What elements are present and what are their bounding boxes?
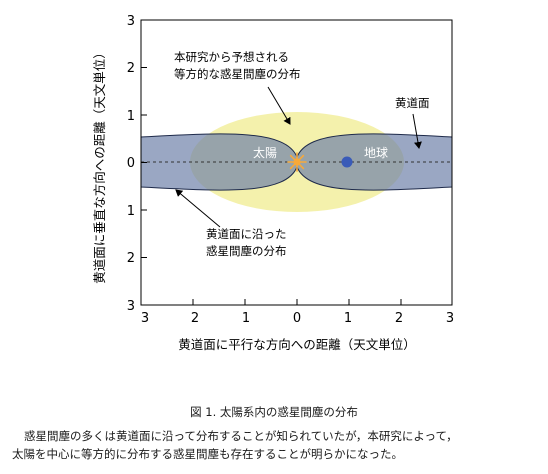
x-tick-label: 0 — [293, 311, 301, 326]
x-tick-label: 3 — [446, 311, 454, 326]
x-axis-label: 黄道面に平行な方向への距離（天文単位） — [178, 337, 416, 352]
axis-ticks — [140, 19, 453, 306]
earth-icon — [341, 156, 353, 168]
x-tick-label: 2 — [191, 311, 199, 326]
body-line-1: 惑星間塵の多くは黄道面に沿って分布することが知られていたが，本研究によって， — [24, 429, 458, 443]
isotropic-label-line1: 本研究から予想される — [174, 50, 289, 64]
earth-label: 地球 — [364, 146, 388, 160]
y-tick-label: 3 — [127, 299, 135, 314]
along-ecliptic-label-line1: 黄道面に沿った — [206, 227, 287, 241]
y-tick-label: 0 — [127, 156, 135, 171]
x-tick-label: 2 — [395, 311, 403, 326]
y-tick-label: 2 — [127, 251, 135, 266]
y-tick-label: 1 — [127, 109, 135, 124]
y-tick-label: 2 — [127, 61, 135, 76]
sun-label: 太陽 — [253, 145, 277, 160]
y-axis-label: 黄道面に垂直な方向への距離（天文単位） — [92, 46, 107, 284]
ecliptic-plane-label: 黄道面 — [395, 96, 430, 110]
body-text: 惑星間塵の多くは黄道面に沿って分布することが知られていたが，本研究によって， 太… — [12, 427, 546, 463]
body-line-2: 太陽を中心に等方的に分布する惑星間塵も存在することが明らかになった。 — [12, 447, 403, 461]
x-tick-label: 3 — [141, 311, 149, 326]
x-tick-label: 1 — [242, 311, 250, 326]
y-tick-label: 3 — [127, 14, 135, 29]
x-tick-label: 1 — [344, 311, 352, 326]
sun-icon — [287, 152, 307, 172]
y-tick-label: 1 — [127, 204, 135, 219]
figure-caption: 図 1. 太陽系内の惑星間塵の分布 — [190, 405, 358, 419]
dust-distribution-diagram: 3 2 1 0 1 2 3 3 2 1 0 1 2 3 黄道面に平行な方向への距… — [92, 14, 454, 352]
along-ecliptic-label-line2: 惑星間塵の分布 — [206, 244, 287, 258]
isotropic-label-line2: 等方的な惑星間塵の分布 — [174, 67, 301, 81]
annotation-arrows — [175, 86, 422, 228]
